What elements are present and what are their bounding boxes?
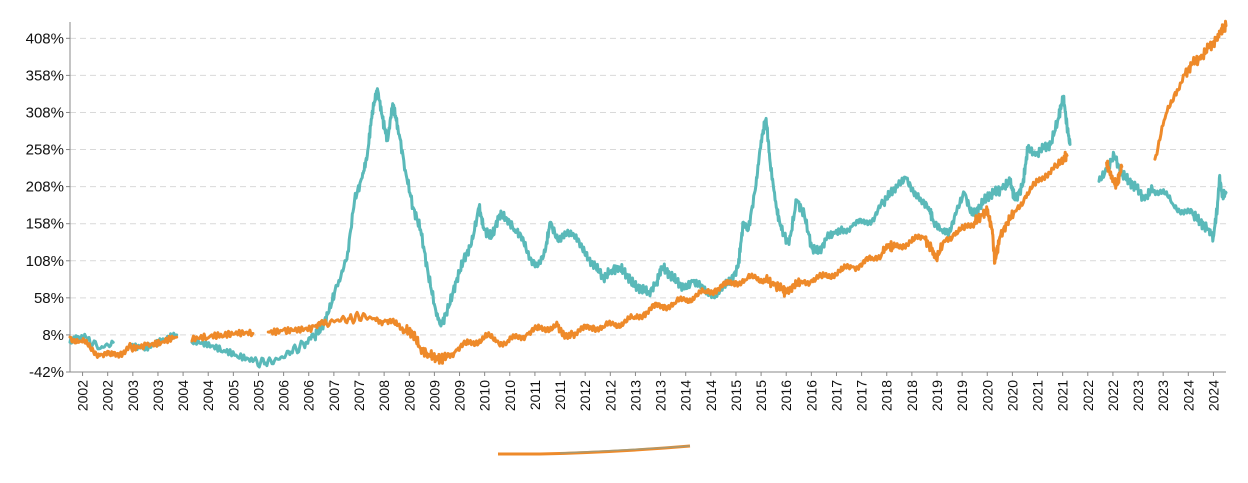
x-tick-label: 2005 — [225, 380, 241, 411]
series-line-orange — [1105, 159, 1124, 190]
x-tick-label: 2010 — [502, 380, 518, 411]
y-tick-labels: -42% 8% 58% 108% 158% 208% 258% 308% 358% 408% — [26, 30, 70, 381]
x-tick-label: 2007 — [326, 380, 342, 411]
x-tick-label: 2018 — [879, 380, 895, 411]
x-tick-label: 2014 — [703, 380, 719, 411]
x-tick-label: 2008 — [376, 380, 392, 411]
x-tick-label: 2013 — [627, 380, 643, 411]
x-tick-label: 2009 — [452, 380, 468, 411]
x-tick-label: 2013 — [653, 380, 669, 411]
x-tick-label: 2017 — [854, 380, 870, 411]
series-line-teal — [190, 87, 1072, 369]
x-tick-label: 2011 — [527, 380, 543, 410]
x-tick-label: 2007 — [351, 380, 367, 411]
y-tick-label: 58% — [34, 290, 64, 307]
x-tick-label: 2023 — [1130, 380, 1146, 411]
legend-stroke — [498, 444, 691, 456]
y-tick-label: 258% — [26, 142, 64, 159]
x-tick-label: 2016 — [803, 380, 819, 411]
y-tick-label: 358% — [26, 67, 64, 84]
x-tick-label: 2019 — [954, 380, 970, 411]
axes — [69, 22, 1226, 373]
series-line-orange — [1153, 19, 1228, 161]
x-tick-label: 2003 — [150, 380, 166, 411]
series-line-orange — [190, 328, 255, 343]
x-tick-label: 2008 — [401, 380, 417, 411]
series-line-teal — [1097, 150, 1228, 243]
x-tick-label: 2006 — [301, 380, 317, 411]
x-tick-label: 2012 — [602, 380, 618, 411]
x-tick-labels: 2002 2002 2003 2003 2004 2004 2005 2005 2006 2006… — [75, 372, 1221, 411]
x-tick-label: 2023 — [1155, 380, 1171, 411]
y-tick-label: 208% — [26, 179, 64, 196]
series-line-orange — [266, 150, 1069, 365]
x-tick-label: 2006 — [276, 380, 292, 411]
x-tick-label: 2021 — [1030, 380, 1046, 411]
series-line-orange — [68, 334, 179, 359]
x-tick-label: 2020 — [1004, 380, 1020, 411]
x-tick-label: 2024 — [1205, 380, 1221, 411]
series-lines — [68, 19, 1228, 369]
y-tick-label: 308% — [26, 104, 64, 121]
x-tick-label: 2009 — [426, 380, 442, 411]
x-tick-label: 2015 — [728, 380, 744, 411]
x-tick-label: 2024 — [1180, 380, 1196, 411]
x-tick-label: 2018 — [904, 380, 920, 411]
x-tick-label: 2012 — [577, 380, 593, 411]
x-tick-label: 2016 — [778, 380, 794, 411]
x-tick-label: 2022 — [1080, 380, 1096, 411]
x-tick-label: 2020 — [979, 380, 995, 411]
x-tick-label: 2003 — [125, 380, 141, 411]
x-tick-label: 2014 — [678, 380, 694, 411]
y-tick-label: 158% — [26, 216, 64, 233]
x-tick-label: 2011 — [552, 380, 568, 410]
grid-lines — [70, 37, 1226, 373]
x-tick-label: 2017 — [828, 380, 844, 411]
x-tick-label: 2002 — [100, 380, 116, 411]
x-tick-label: 2019 — [929, 380, 945, 411]
y-tick-label: 408% — [26, 30, 64, 47]
x-tick-label: 2005 — [250, 380, 266, 411]
y-tick-label: 108% — [26, 253, 64, 270]
x-tick-label: 2010 — [477, 380, 493, 411]
y-tick-label: -42% — [29, 364, 64, 381]
x-tick-label: 2004 — [200, 380, 216, 411]
x-tick-label: 2004 — [175, 380, 191, 411]
y-tick-label: 8% — [42, 327, 64, 344]
x-tick-label: 2021 — [1055, 380, 1071, 411]
x-tick-label: 2002 — [75, 380, 91, 411]
x-tick-label: 2015 — [753, 380, 769, 411]
x-tick-label: 2022 — [1105, 380, 1121, 411]
